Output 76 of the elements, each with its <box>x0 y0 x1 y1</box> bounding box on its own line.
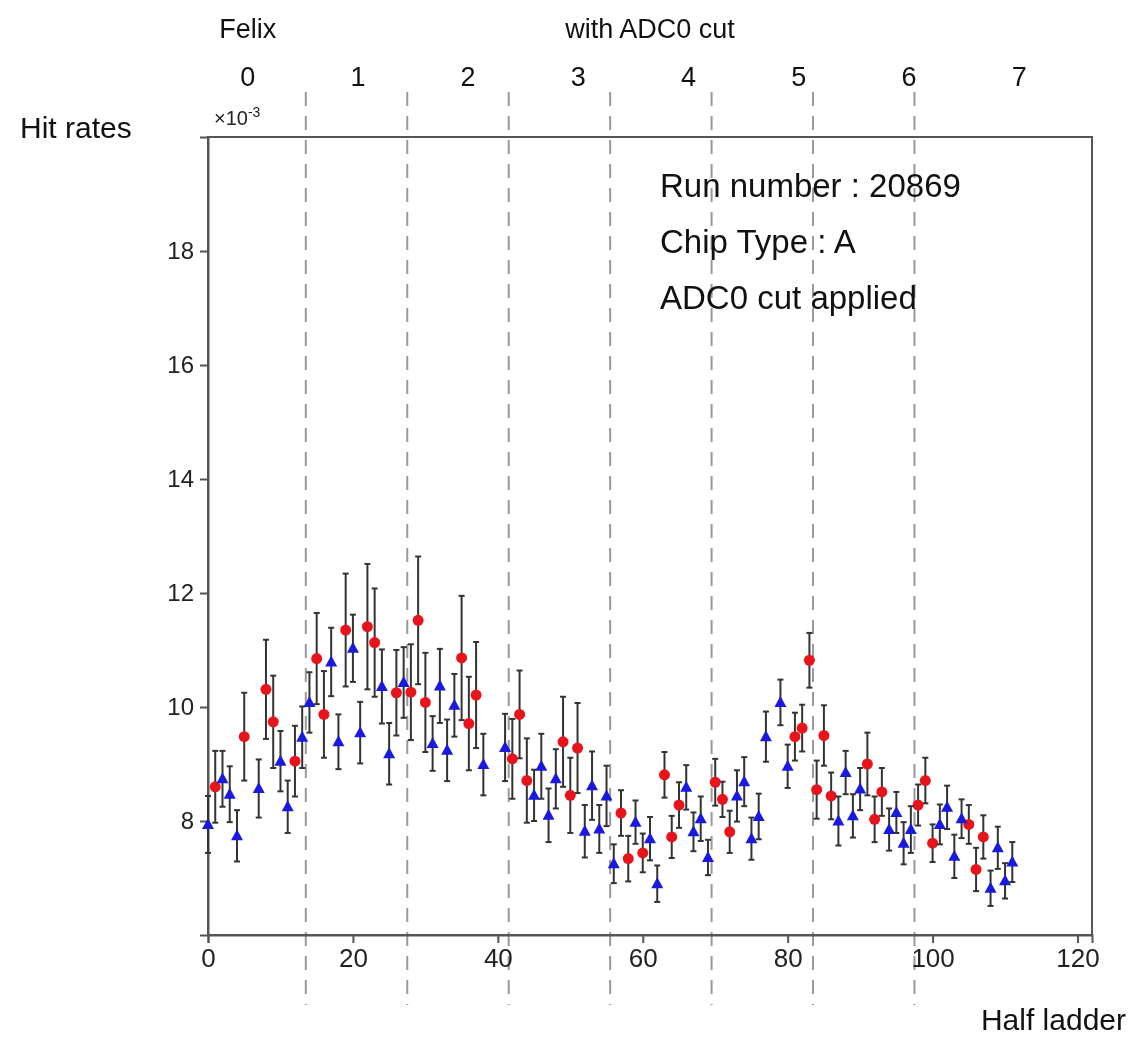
point <box>506 753 518 765</box>
point <box>572 742 584 754</box>
x-tick-label: 60 <box>628 943 658 974</box>
annotation: Run number : 20869 <box>660 167 961 204</box>
x-tick-label: 40 <box>483 943 513 974</box>
point <box>419 696 431 708</box>
y-tick-label: 10 <box>167 693 194 721</box>
text: ×10$^{-3}$ <box>214 104 261 129</box>
point <box>615 807 627 819</box>
point <box>927 837 939 849</box>
point <box>390 687 402 699</box>
point <box>369 637 381 649</box>
x2-tick-label: 1 <box>350 62 366 92</box>
point <box>564 789 576 801</box>
y-axis-title: Hit rates <box>20 111 132 144</box>
x2-axis-title: Felix <box>219 14 277 44</box>
y-tick-label: 12 <box>167 579 194 607</box>
x-tick-label: 20 <box>338 943 368 974</box>
point <box>267 716 279 728</box>
point <box>622 853 634 865</box>
x-tick-label: 0 <box>201 943 216 974</box>
point <box>977 831 989 843</box>
point <box>724 826 736 838</box>
point <box>796 722 808 734</box>
point <box>709 776 721 788</box>
x2-tick-label: 0 <box>240 62 256 92</box>
point <box>456 652 468 664</box>
y-tick-label: 14 <box>167 465 194 493</box>
y-tick-label: 8 <box>180 807 194 835</box>
point <box>869 813 881 825</box>
point <box>789 731 801 743</box>
y-tick-label: 16 <box>167 351 194 379</box>
point <box>912 799 924 811</box>
x2-tick-label: 2 <box>460 62 476 92</box>
x2-tick-label: 4 <box>681 62 697 92</box>
point <box>514 708 526 720</box>
point <box>970 863 982 875</box>
point <box>637 847 649 859</box>
y-tick-label: 18 <box>167 237 194 265</box>
point <box>811 784 823 796</box>
x2-tick-label: 3 <box>570 62 586 92</box>
point <box>260 683 272 695</box>
annotation: ADC0 cut applied <box>660 279 917 316</box>
point <box>658 769 670 781</box>
x-tick-label: 80 <box>773 943 803 974</box>
point <box>861 758 873 770</box>
point <box>361 621 373 633</box>
point <box>289 755 301 767</box>
point <box>463 718 475 730</box>
point <box>919 775 931 787</box>
x-tick-label: 120 <box>1056 943 1100 974</box>
point <box>238 731 250 743</box>
x-tick-label: 100 <box>911 943 955 974</box>
x2-tick-label: 6 <box>901 62 917 92</box>
x2-tick-label: 5 <box>791 62 807 92</box>
x2-tick-label: 7 <box>1011 62 1027 92</box>
point <box>340 624 352 636</box>
point <box>521 775 533 787</box>
point <box>825 790 837 802</box>
point <box>666 831 678 843</box>
point <box>412 614 424 626</box>
point <box>963 818 975 830</box>
point <box>876 786 888 798</box>
point <box>209 781 221 793</box>
point <box>557 736 569 748</box>
point <box>818 730 830 741</box>
annotation: Chip Type : A <box>660 223 856 260</box>
point <box>405 686 417 698</box>
chart-title: with ADC0 cut <box>564 14 736 44</box>
point <box>318 708 330 720</box>
point <box>803 654 815 666</box>
point <box>716 793 728 805</box>
x-axis-title: Half ladder <box>980 1003 1127 1036</box>
point <box>470 689 482 701</box>
point <box>673 799 685 811</box>
point <box>311 653 323 665</box>
